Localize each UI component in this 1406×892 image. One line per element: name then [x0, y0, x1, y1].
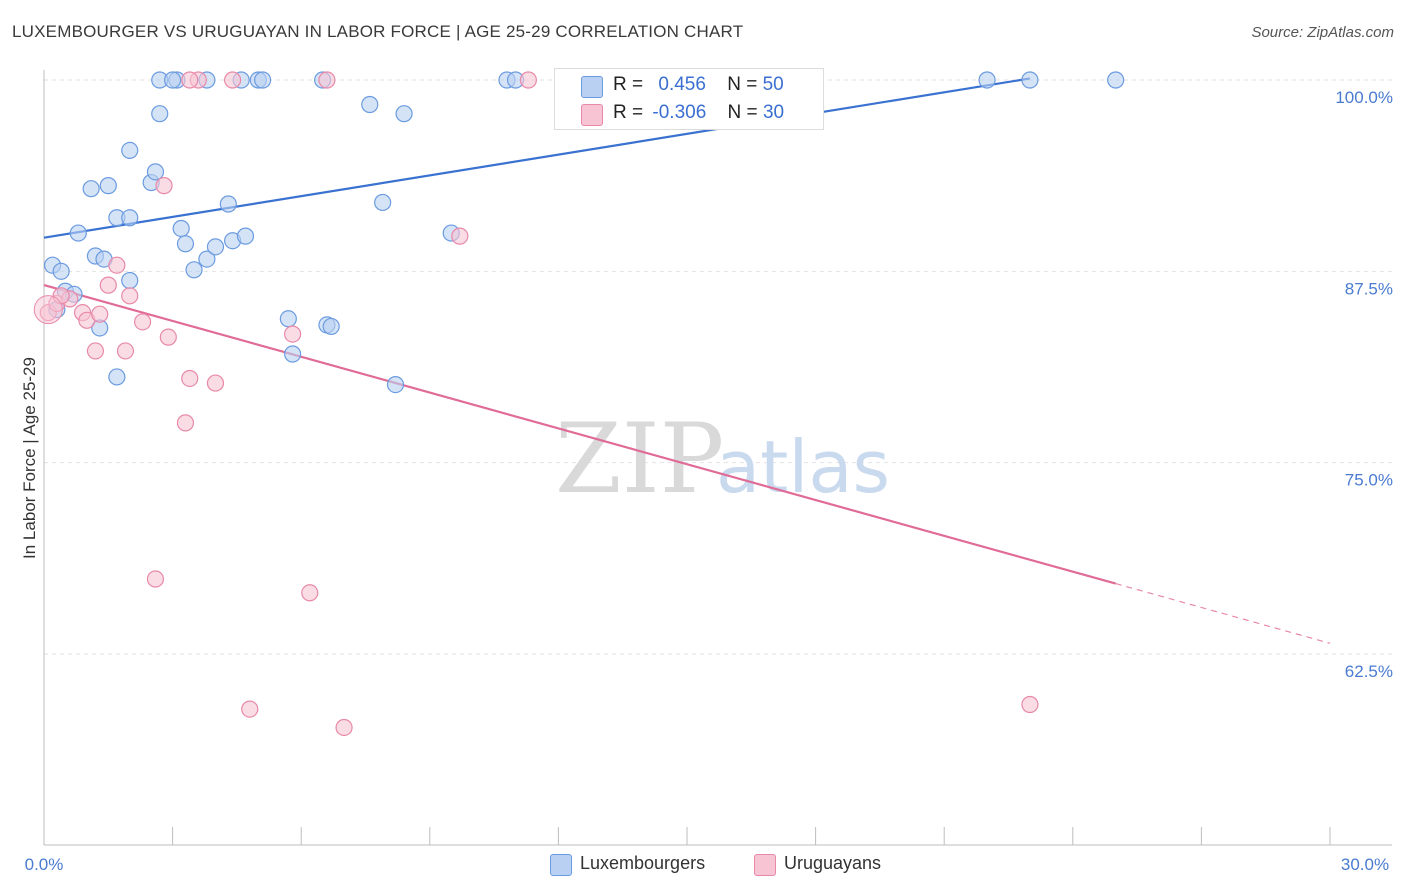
uruguayan-point [241, 700, 259, 718]
bottom-legend-label-luxembourgers: Luxembourgers [580, 853, 706, 873]
uruguayan-point [86, 342, 105, 360]
y-axis-title: In Labor Force | Age 25-29 [20, 357, 39, 559]
legend-n-value-luxembourgers: 50 [762, 74, 784, 95]
legend-r-label: R = [613, 102, 644, 123]
uruguayan-point [181, 369, 199, 388]
y-tick-label: 62.5% [1345, 662, 1393, 681]
legend-r-label: R = [613, 74, 644, 95]
legend-r-value-luxembourgers: 0.456 [658, 74, 706, 95]
luxembourger-point [1107, 71, 1125, 89]
uruguayan-point [159, 328, 177, 346]
luxembourger-point [99, 177, 117, 195]
uruguayan-point [155, 177, 173, 195]
luxembourger-point [198, 250, 216, 268]
uruguayan-point [108, 256, 126, 274]
luxembourger-point [52, 262, 70, 280]
luxembourger-point [164, 71, 182, 89]
luxembourger-point [386, 376, 405, 394]
luxembourger-point [176, 235, 195, 253]
uruguayan-point [1021, 695, 1039, 714]
trend-line-uruguayans-extension [1115, 583, 1331, 644]
luxembourger-point [185, 261, 203, 279]
source-label: Source: ZipAtlas.com [1251, 24, 1394, 41]
luxembourger-point [254, 71, 272, 89]
y-tick-label: 75.0% [1345, 471, 1393, 490]
luxembourger-point [69, 224, 87, 242]
luxembourger-point [322, 317, 340, 336]
luxembourger-point [206, 238, 225, 256]
uruguayan-point [181, 71, 199, 89]
luxembourger-point [108, 368, 126, 386]
x-tick-label-min: 0.0% [25, 855, 64, 874]
legend-n-label: N = [727, 102, 758, 123]
trend-line-uruguayans [43, 284, 1116, 585]
luxembourger-point [284, 345, 302, 363]
luxembourger-point [121, 209, 139, 227]
uruguayan-point-cluster [33, 295, 63, 325]
watermark-zip: ZIP [555, 403, 724, 515]
bottom-legend-swatch-uruguayans [754, 854, 776, 876]
uruguayan-point [176, 414, 195, 432]
correlation-legend: R = 0.456 N = 50 R = -0.306 N = 30 [554, 68, 824, 130]
tick-labels: 100.0% 87.5% 75.0% 62.5% 0.0% 30.0% [25, 88, 1393, 874]
watermark-atlas: atlas [716, 425, 890, 509]
uruguayan-point [99, 276, 117, 294]
bottom-legend-label-uruguayans: Uruguayans [784, 853, 882, 873]
data-points [33, 71, 1125, 737]
uruguayan-point [121, 287, 139, 305]
uruguayan-point [519, 71, 537, 89]
y-tick-label: 87.5% [1345, 279, 1393, 298]
legend-n-label: N = [727, 74, 758, 95]
luxembourger-point [151, 105, 169, 123]
legend-n-value-uruguayans: 30 [762, 102, 785, 123]
legend-swatch-luxembourgers [581, 76, 603, 98]
gridlines [44, 79, 1392, 655]
luxembourger-point [172, 219, 190, 238]
luxembourger-point [121, 141, 139, 160]
uruguayan-point [116, 342, 135, 360]
luxembourger-point [219, 195, 237, 213]
axes [43, 70, 1392, 846]
uruguayan-point [206, 374, 225, 392]
legend-swatch-uruguayans [581, 104, 603, 126]
luxembourger-point [121, 271, 139, 290]
bottom-legend-swatch-luxembourgers [550, 854, 572, 876]
uruguayan-point [133, 313, 152, 331]
uruguayan-point [91, 305, 109, 323]
luxembourger-point [279, 310, 297, 328]
uruguayan-point [301, 584, 319, 602]
luxembourger-point [978, 71, 996, 89]
x-tick-label-max: 30.0% [1341, 855, 1389, 874]
luxembourger-point [361, 95, 379, 114]
legend-r-value-uruguayans: -0.306 [652, 102, 707, 123]
luxembourger-point [82, 180, 100, 198]
luxembourger-point [1021, 71, 1039, 89]
uruguayan-point [335, 718, 353, 737]
uruguayan-point [451, 227, 469, 245]
uruguayan-point [224, 71, 242, 89]
chart-title: LUXEMBOURGER VS URUGUAYAN IN LABOR FORCE… [12, 22, 744, 41]
watermark: ZIP atlas [555, 403, 890, 515]
luxembourger-point [146, 163, 165, 181]
trend-lines [43, 77, 1331, 644]
luxembourger-point [395, 105, 413, 123]
uruguayan-point [284, 325, 302, 343]
trend-line-luxembourgers [43, 77, 1031, 239]
luxembourger-point [236, 227, 255, 245]
luxembourger-point [374, 193, 392, 212]
y-tick-label: 100.0% [1335, 88, 1393, 107]
uruguayan-point [146, 570, 165, 588]
uruguayan-point [318, 71, 336, 89]
